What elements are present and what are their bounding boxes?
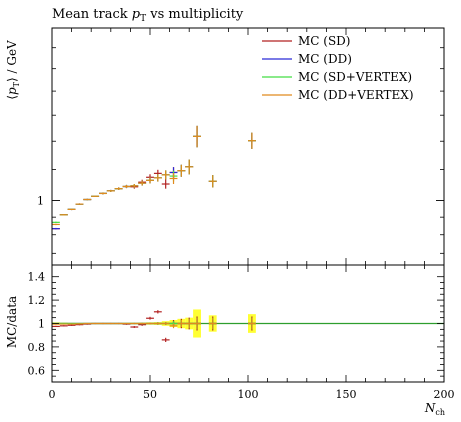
x-tick-label: 50 (143, 388, 157, 401)
main-plot-panel: 1 (37, 27, 445, 266)
legend-label: MC (DD+VERTEX) (298, 88, 414, 102)
legend-label: MC (SD) (298, 34, 351, 48)
x-tick-label: 200 (434, 388, 455, 401)
x-axis-label: Nch (424, 401, 445, 417)
main-series-3 (52, 125, 256, 224)
main-plot-frame (51, 27, 445, 266)
main-series-4 (52, 125, 256, 226)
ratio-series-1 (52, 310, 256, 342)
ratio-series-4 (52, 317, 256, 330)
ratio-y-tick-label: 1.4 (28, 271, 46, 284)
legend-label: MC (DD) (298, 52, 352, 66)
x-tick-label: 100 (238, 388, 259, 401)
main-y-tick-label: 1 (37, 194, 44, 207)
ratio-y-tick-label: 1.2 (28, 294, 46, 307)
ratio-plot-panel: 0 50 100 150 200 0.6 0.8 1 1.2 1.4 (28, 264, 455, 401)
x-tick-label: 0 (49, 388, 56, 401)
ratio-plot-frame (51, 264, 445, 383)
ratio-y-tick-label: 0.8 (28, 341, 46, 354)
legend-label: MC (SD+VERTEX) (298, 70, 412, 84)
legend: MC (SD) MC (DD) MC (SD+VERTEX) MC (DD+VERTE… (262, 34, 414, 102)
ratio-y-axis-label: MC/data (5, 296, 19, 348)
ratio-y-tick-label: 0.6 (28, 364, 46, 377)
x-tick-label: 150 (336, 388, 357, 401)
chart-title: Mean track pT vs multiplicity (52, 7, 244, 24)
ratio-y-tick-label: 1 (38, 318, 45, 331)
main-y-axis-label: ⟨pT⟩ / GeV (5, 40, 21, 100)
